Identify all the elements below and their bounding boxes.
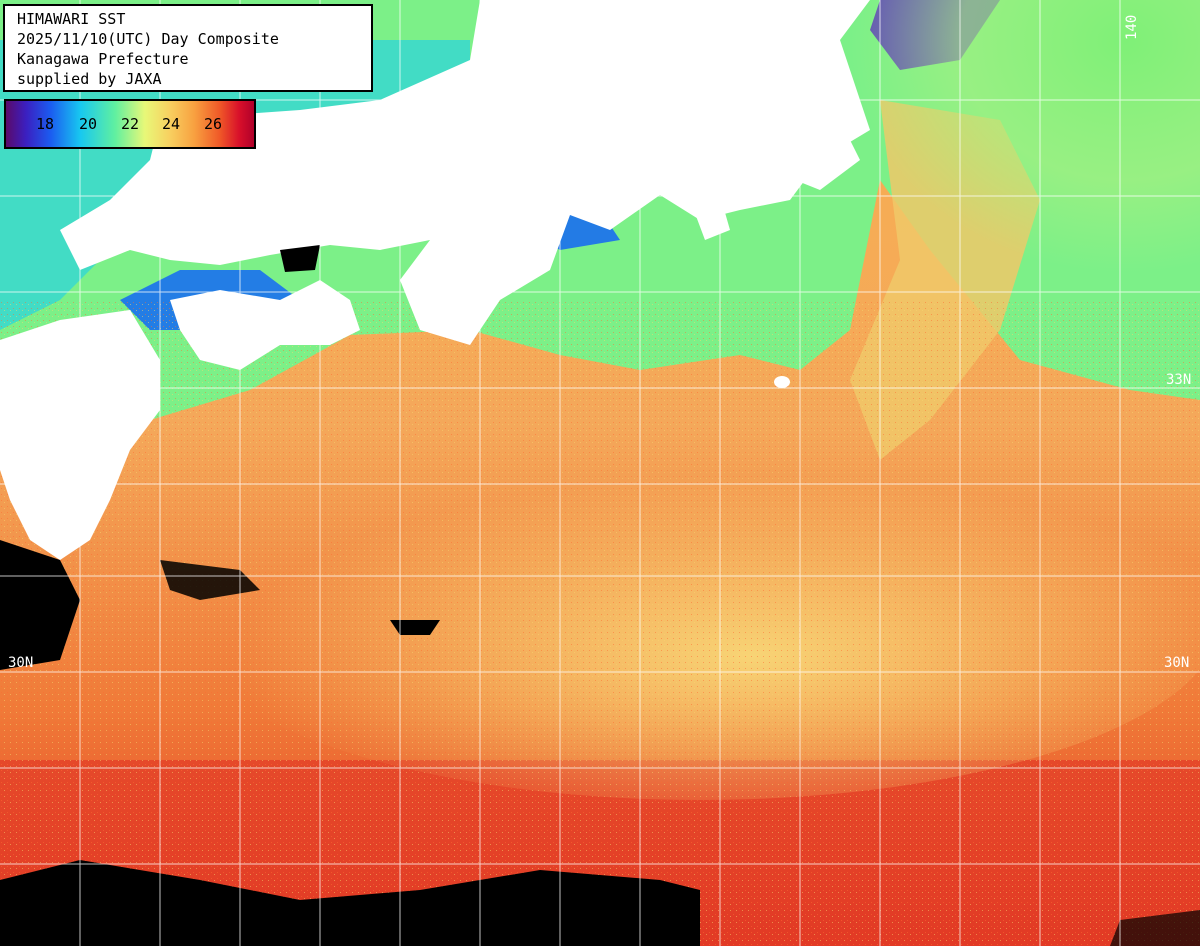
sst-speckle xyxy=(0,300,1200,946)
nodata-patch-se xyxy=(1110,910,1200,946)
title-line-date: 2025/11/10(UTC) Day Composite xyxy=(17,30,279,48)
honshu-land xyxy=(60,0,870,345)
title-box: HIMAWARI SST 2025/11/10(UTC) Day Composi… xyxy=(3,4,373,92)
color-scale-legend: 18 20 22 24 26 xyxy=(4,99,256,149)
nodata-west xyxy=(0,540,80,670)
title-line-satellite: HIMAWARI SST xyxy=(17,10,126,28)
lon-label-140: 140 xyxy=(1124,14,1140,40)
lat-label-33n: 33N xyxy=(1166,372,1192,388)
lat-label-30n-right: 30N xyxy=(1164,655,1190,671)
small-island xyxy=(774,376,790,388)
legend-tick-20: 20 xyxy=(79,115,98,133)
lon-label-136e: 136E xyxy=(484,8,500,42)
title-line-prefecture: Kanagawa Prefecture xyxy=(17,50,189,68)
nodata-south xyxy=(0,860,700,946)
boso-land xyxy=(790,120,860,190)
legend-tick-22: 22 xyxy=(121,115,140,133)
nodata-patch-2 xyxy=(390,620,440,635)
legend-tick-24: 24 xyxy=(162,115,181,133)
nodata-patch-3 xyxy=(280,245,320,272)
legend-tick-18: 18 xyxy=(36,115,55,133)
shikoku-land xyxy=(170,280,360,370)
lat-label-30n-left: 30N xyxy=(8,655,34,671)
nodata-patch-1 xyxy=(160,560,260,600)
title-line-source: supplied by JAXA xyxy=(17,70,162,88)
legend-tick-26: 26 xyxy=(204,115,223,133)
